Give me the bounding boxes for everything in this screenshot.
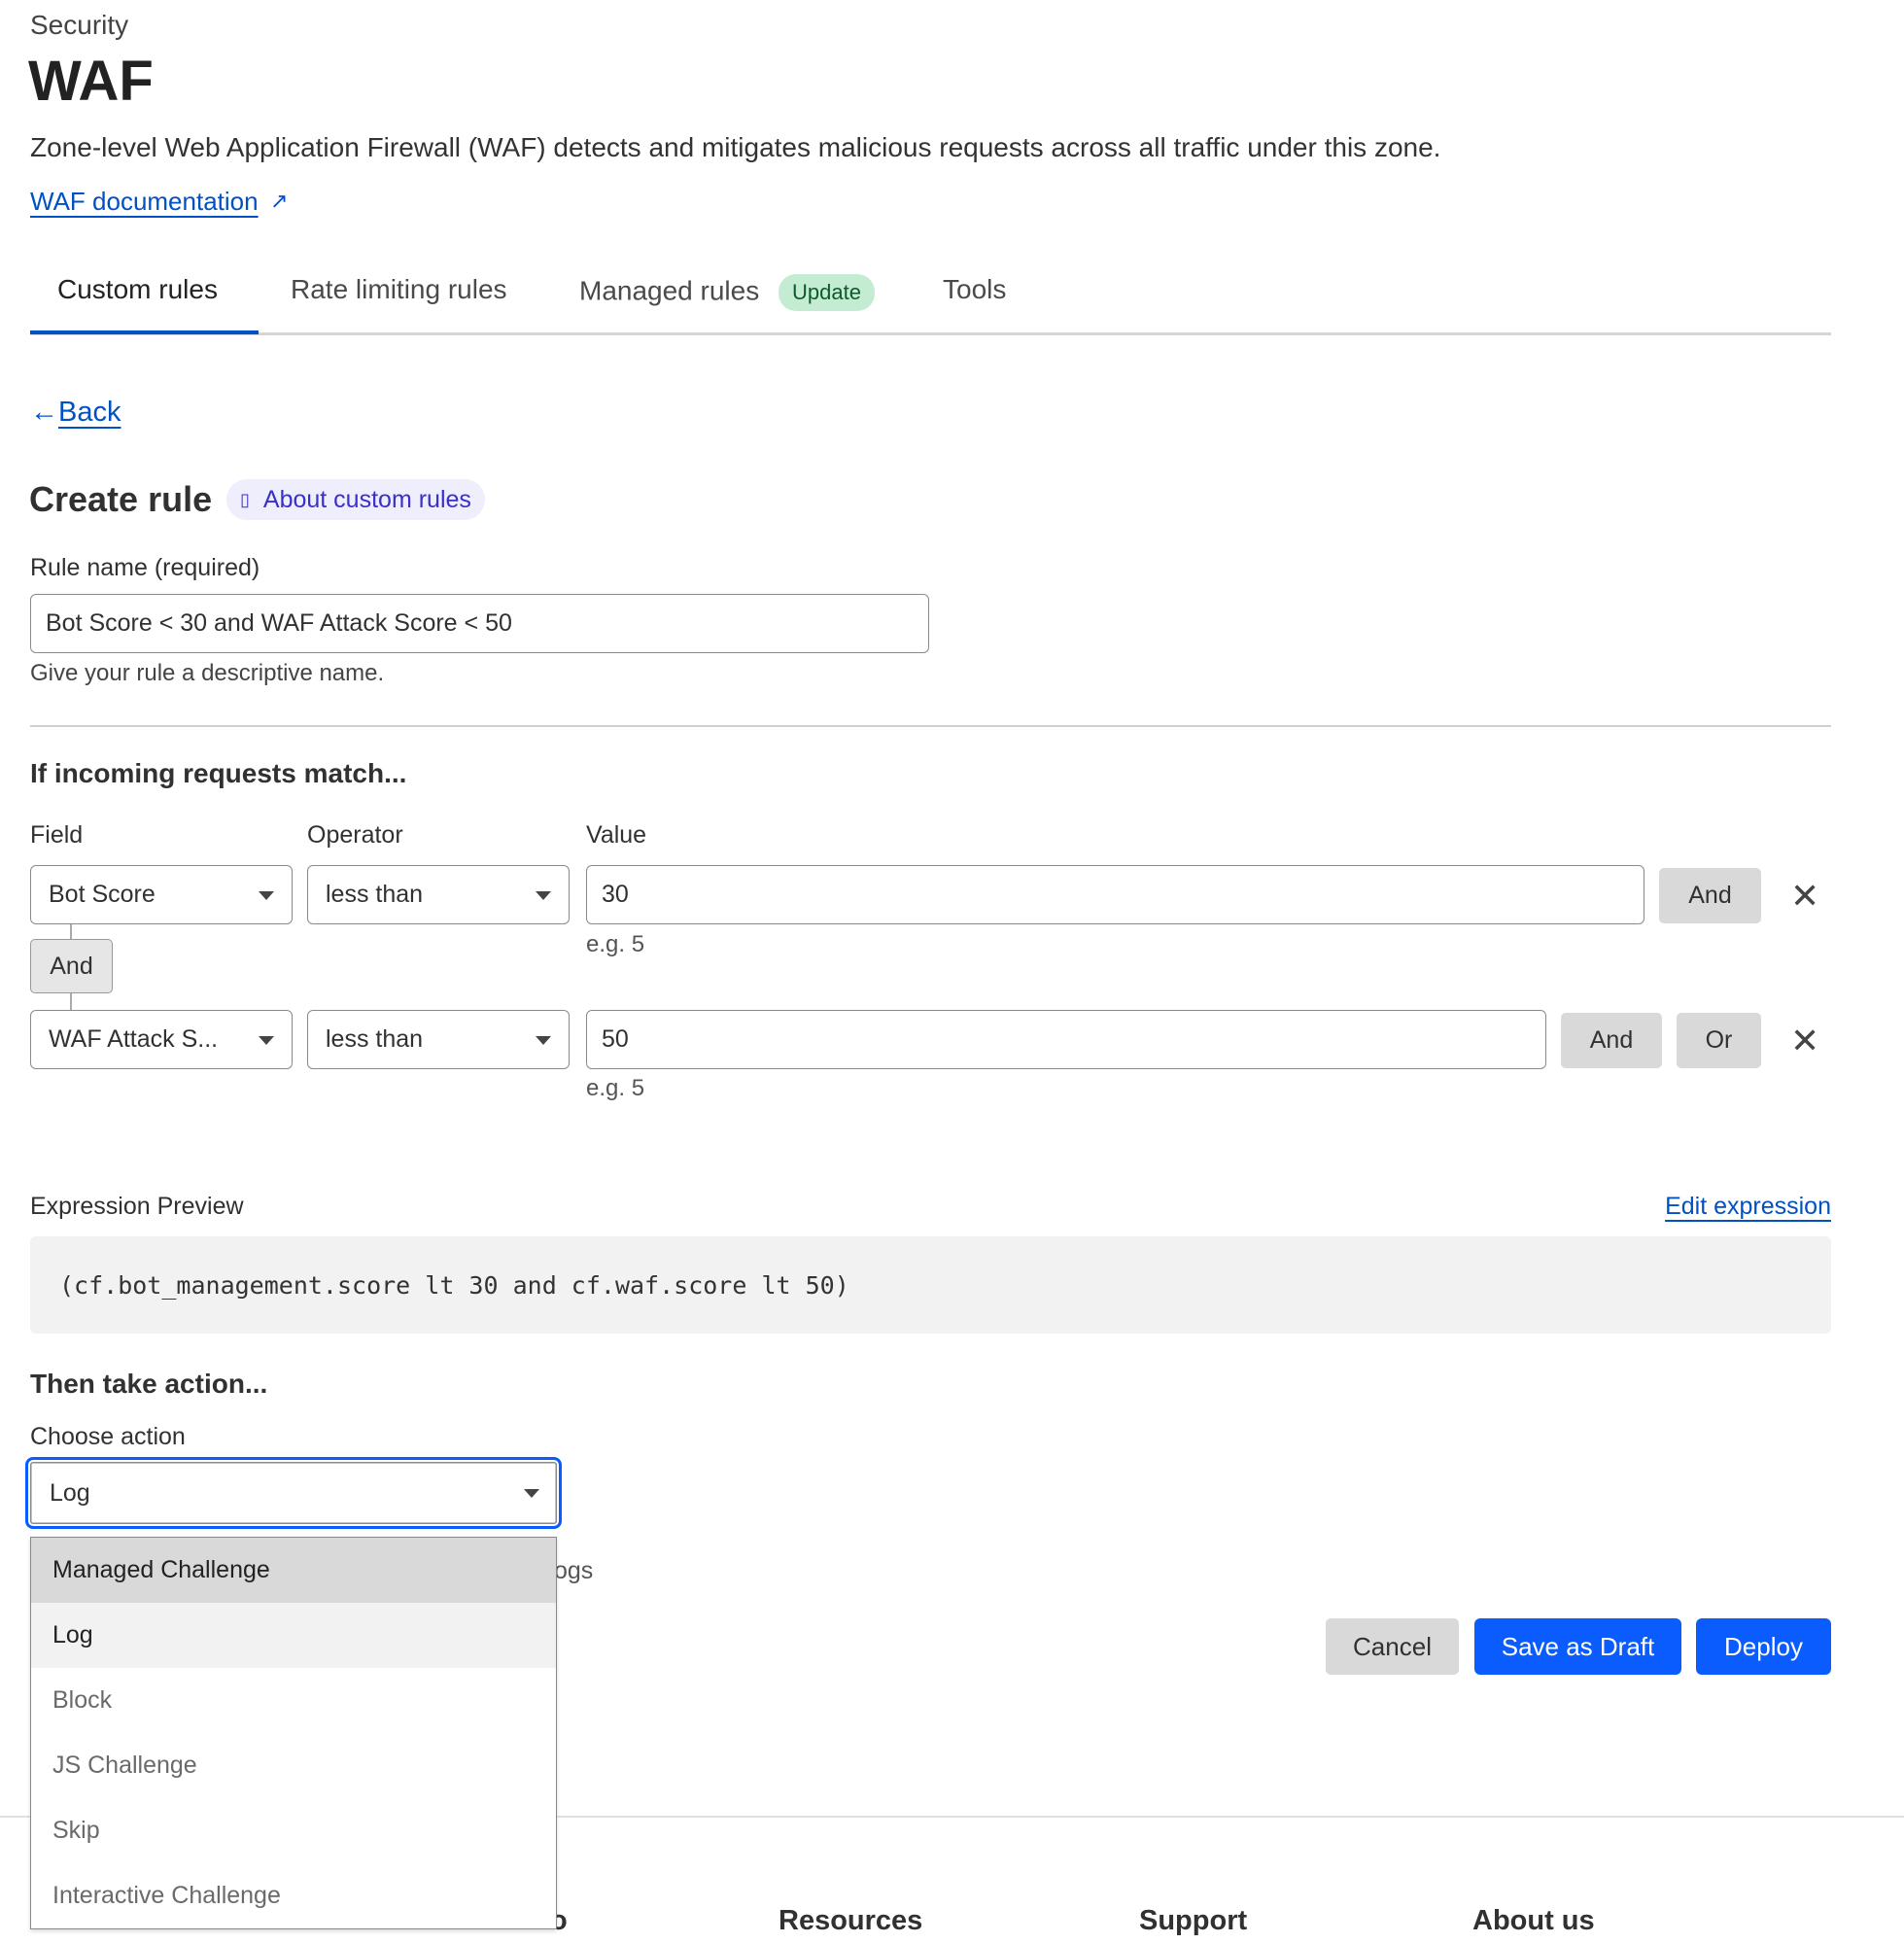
action-option-log[interactable]: Log xyxy=(31,1603,556,1668)
about-custom-rules-label: About custom rules xyxy=(262,485,471,513)
action-option-block[interactable]: Block xyxy=(52,1686,113,1714)
action-help-text: ogs xyxy=(554,1557,594,1584)
rule-name-label: Rule name (required) xyxy=(30,554,260,581)
and-button-1[interactable]: And xyxy=(1659,868,1761,923)
operator-label: Operator xyxy=(307,821,403,849)
chevron-down-icon xyxy=(536,1035,551,1045)
field-select-2[interactable]: WAF Attack S... xyxy=(30,1010,293,1069)
chevron-down-icon xyxy=(259,890,274,900)
footer-heading-about-us: About us xyxy=(1472,1905,1595,1936)
value-input-2[interactable]: 50 xyxy=(586,1010,1546,1069)
page-description: Zone-level Web Application Firewall (WAF… xyxy=(30,132,1441,162)
tab-managed-rules-label: Managed rules xyxy=(579,275,760,306)
chevron-down-icon xyxy=(524,1489,539,1498)
footer-divider xyxy=(0,1816,1904,1818)
external-link-icon: ↗ xyxy=(270,189,289,213)
edit-expression-link[interactable]: Edit expression xyxy=(1665,1193,1831,1220)
tab-managed-rules[interactable]: Managed rules Update xyxy=(579,274,875,311)
deploy-button[interactable]: Deploy xyxy=(1696,1618,1831,1675)
and-button-2[interactable]: And xyxy=(1561,1013,1662,1068)
active-tab-indicator xyxy=(30,330,259,334)
cancel-button[interactable]: Cancel xyxy=(1326,1618,1459,1675)
operator-select-2-value: less than xyxy=(326,1025,424,1053)
field-select-1-value: Bot Score xyxy=(49,881,156,908)
action-option-interactive-challenge[interactable]: Interactive Challenge xyxy=(52,1882,281,1909)
back-link[interactable]: ←Back xyxy=(30,397,121,429)
footer-heading-resources: Resources xyxy=(779,1905,923,1936)
expression-preview: (cf.bot_management.score lt 30 and cf.wa… xyxy=(30,1236,1831,1334)
update-badge: Update xyxy=(779,274,875,311)
book-icon: ▯ xyxy=(240,489,250,509)
remove-condition-1-icon[interactable]: ✕ xyxy=(1790,876,1820,916)
or-button-2[interactable]: Or xyxy=(1677,1013,1761,1068)
field-select-1[interactable]: Bot Score xyxy=(30,865,293,924)
remove-condition-2-icon[interactable]: ✕ xyxy=(1790,1021,1820,1060)
waf-documentation-link[interactable]: WAF documentation xyxy=(30,187,259,217)
operator-select-1-value: less than xyxy=(326,881,424,908)
section-divider xyxy=(30,725,1831,727)
form-title: Create rule xyxy=(29,479,213,519)
action-option-managed-challenge[interactable]: Managed Challenge xyxy=(31,1538,556,1603)
tab-tools[interactable]: Tools xyxy=(943,274,1007,304)
rule-name-input[interactable]: Bot Score < 30 and WAF Attack Score < 50 xyxy=(30,594,929,653)
rule-name-help: Give your rule a descriptive name. xyxy=(30,660,385,686)
value-hint-1: e.g. 5 xyxy=(586,931,645,957)
chevron-down-icon xyxy=(259,1035,274,1045)
action-option-js-challenge[interactable]: JS Challenge xyxy=(52,1752,197,1779)
action-heading: Then take action... xyxy=(30,1369,268,1399)
page-title: WAF xyxy=(28,50,154,113)
operator-select-1[interactable]: less than xyxy=(307,865,570,924)
value-hint-2: e.g. 5 xyxy=(586,1075,645,1101)
action-select[interactable]: Log xyxy=(25,1457,562,1529)
match-heading: If incoming requests match... xyxy=(30,758,407,788)
arrow-left-icon: ← xyxy=(30,397,58,428)
back-label: Back xyxy=(58,397,121,428)
value-input-1[interactable]: 30 xyxy=(586,865,1644,924)
connector-and[interactable]: And xyxy=(30,939,113,993)
about-custom-rules-link[interactable]: ▯ About custom rules xyxy=(226,479,485,520)
chevron-down-icon xyxy=(536,890,551,900)
save-as-draft-button[interactable]: Save as Draft xyxy=(1474,1618,1681,1675)
footer-heading-support: Support xyxy=(1139,1905,1248,1936)
field-label: Field xyxy=(30,821,84,849)
section-label: Security xyxy=(30,10,129,40)
field-select-2-value: WAF Attack S... xyxy=(49,1025,219,1053)
tabs-divider xyxy=(30,332,1831,335)
tab-rate-limiting-rules[interactable]: Rate limiting rules xyxy=(291,274,507,304)
tab-custom-rules[interactable]: Custom rules xyxy=(57,274,218,304)
action-dropdown-menu: Managed Challenge Log Block JS Challenge… xyxy=(30,1537,557,1929)
waf-documentation-label: WAF documentation xyxy=(30,187,259,216)
action-option-skip[interactable]: Skip xyxy=(52,1817,100,1844)
expression-preview-label: Expression Preview xyxy=(30,1193,244,1220)
choose-action-label: Choose action xyxy=(30,1423,186,1450)
operator-select-2[interactable]: less than xyxy=(307,1010,570,1069)
action-select-value: Log xyxy=(50,1478,90,1507)
value-label: Value xyxy=(586,821,647,849)
